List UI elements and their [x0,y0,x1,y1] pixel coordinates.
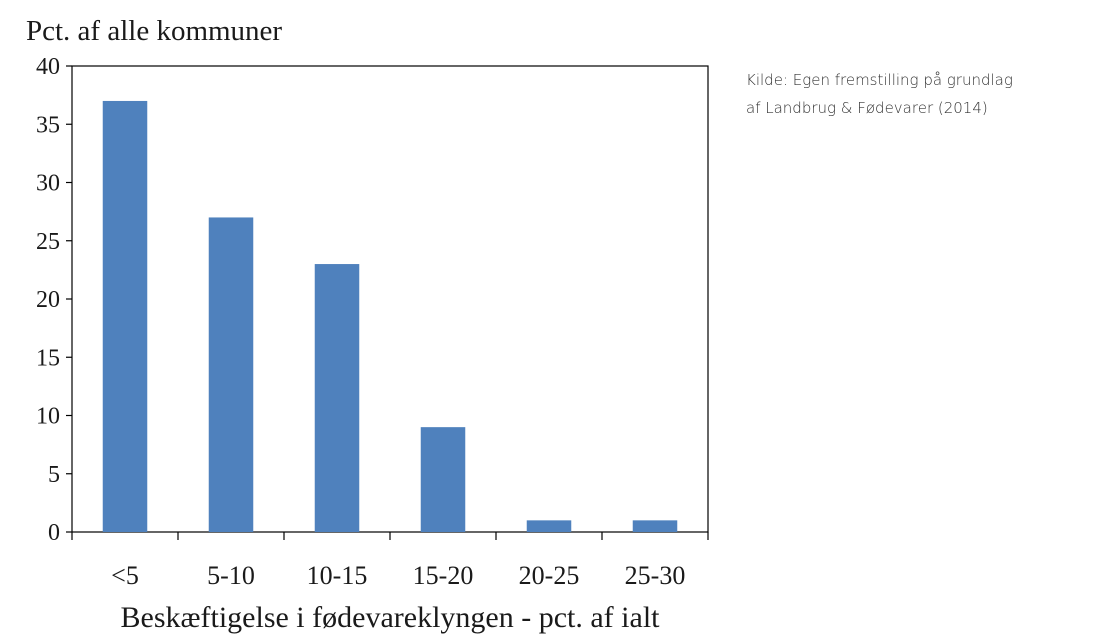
y-tick-label: 5 [48,462,60,488]
bars [102,100,678,532]
y-axis: 0 5 10 15 20 25 30 35 40 [36,54,72,546]
bar [208,217,254,532]
x-tick-label: 10-15 [307,561,368,590]
x-tick-label: 15-20 [413,561,474,590]
y-tick-label: 10 [36,404,60,430]
bar [314,264,360,532]
y-tick-label: 15 [36,345,60,371]
y-tick-label: 0 [48,520,60,546]
bar [420,427,466,532]
y-tick-label: 25 [36,229,60,255]
x-axis-title: Beskæftigelse i fødevareklyngen - pct. a… [121,601,661,634]
bar-chart: Pct. af alle kommuner 0 5 10 15 20 25 30 35 40 <… [26,15,709,634]
x-tick-label: 25-30 [625,561,686,590]
y-tick-label: 20 [36,287,60,313]
source-line-1: Kilde: Egen fremstilling på grundlag [746,71,1013,89]
bar [526,520,572,532]
x-axis: <5 5-10 10-15 15-20 20-25 25-30 [71,532,709,590]
bar [102,100,148,532]
bar [632,520,678,532]
x-tick-label: 20-25 [519,561,580,590]
y-tick-label: 30 [36,171,60,197]
y-tick-label: 40 [36,54,60,80]
plot-frame [71,65,709,533]
source-note: Kilde: Egen fremstilling på grundlag af … [746,66,1119,122]
source-line-2: af Landbrug & Fødevarer (2014) [746,99,988,117]
x-tick-label: <5 [111,561,139,590]
x-tick-label: 5-10 [207,561,255,590]
y-tick-label: 35 [36,112,60,138]
y-axis-title: Pct. af alle kommuner [26,15,282,47]
